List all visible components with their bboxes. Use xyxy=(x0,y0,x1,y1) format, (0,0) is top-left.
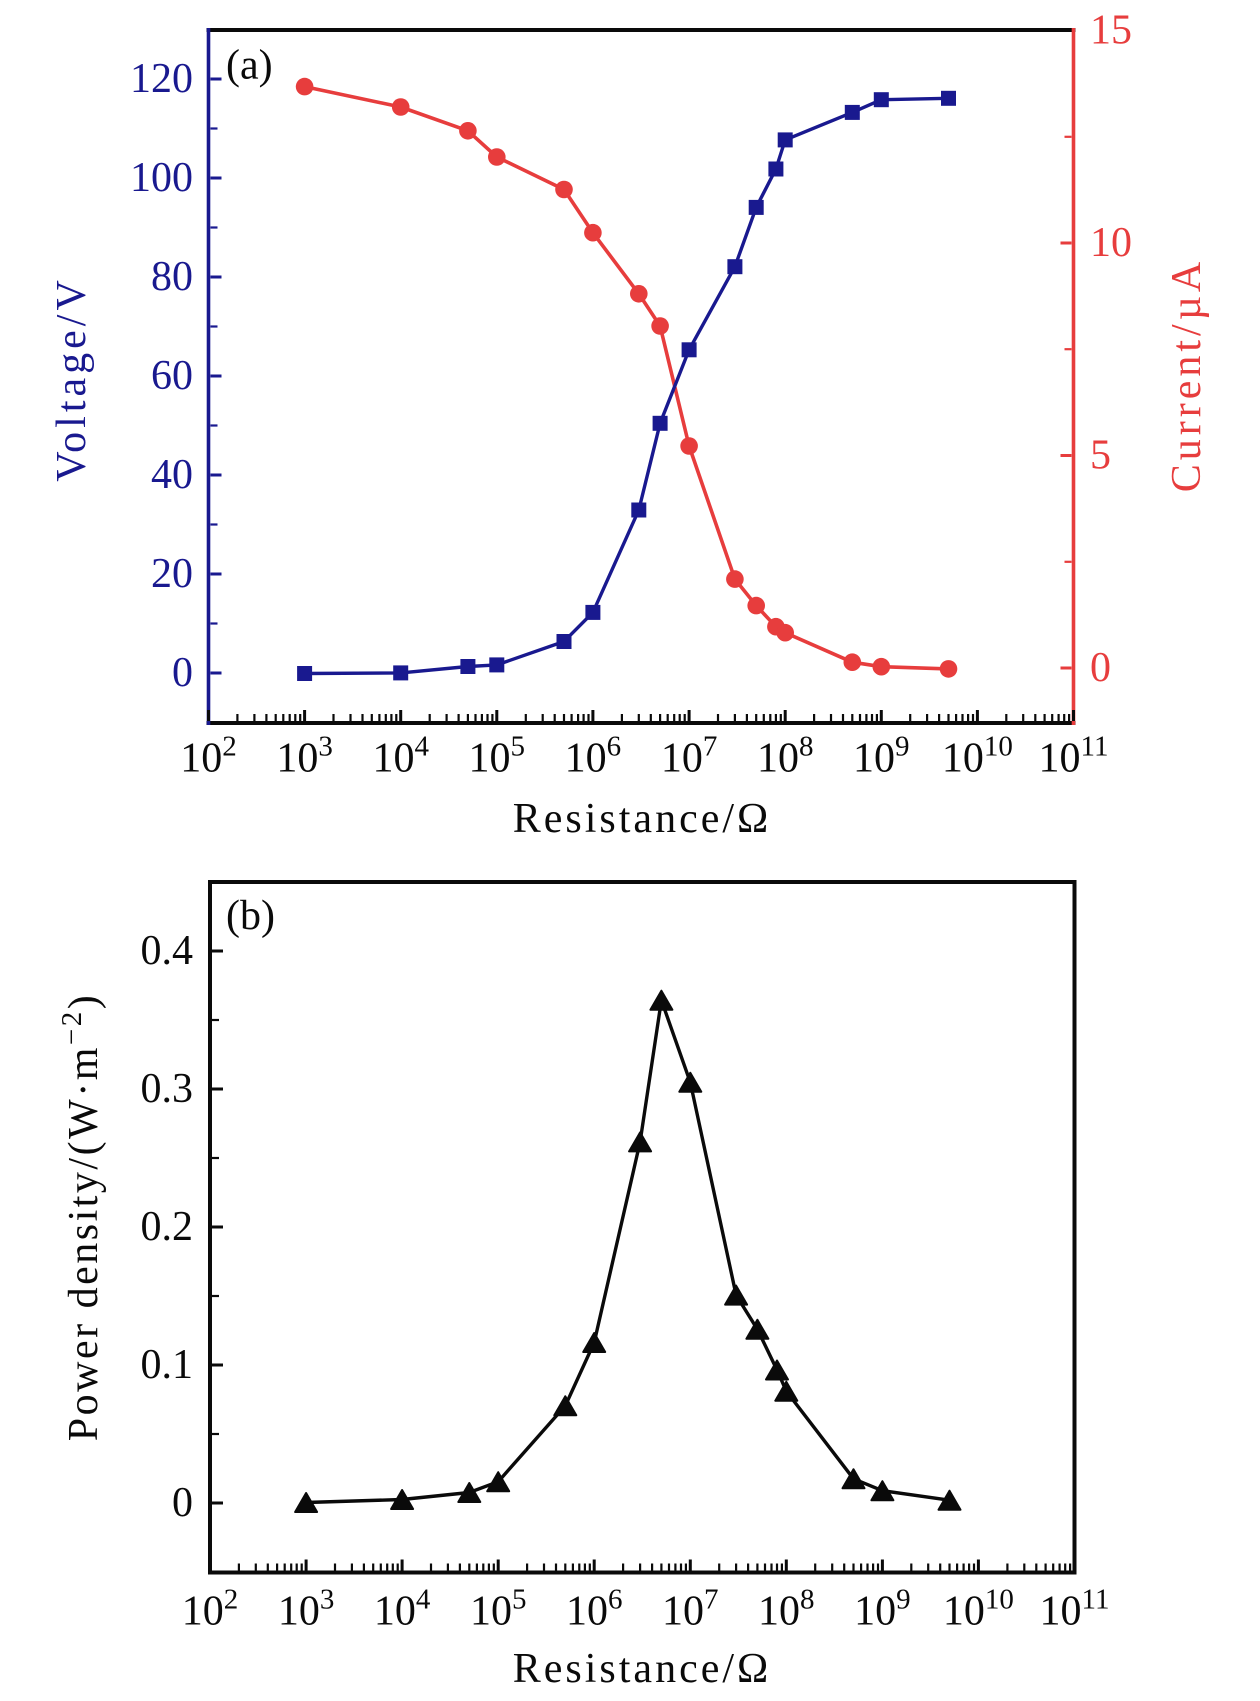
svg-text:Resistance/Ω: Resistance/Ω xyxy=(513,1646,772,1692)
svg-text:0.1: 0.1 xyxy=(141,1342,194,1388)
svg-text:80: 80 xyxy=(151,254,193,300)
svg-text:120: 120 xyxy=(130,56,193,102)
svg-text:10: 10 xyxy=(1090,220,1132,266)
svg-text:20: 20 xyxy=(151,551,193,597)
svg-text:60: 60 xyxy=(151,353,193,399)
svg-text:Resistance/Ω: Resistance/Ω xyxy=(513,796,772,842)
svg-text:Current/µA: Current/µA xyxy=(1164,258,1210,493)
svg-text:Power density/(W·m−2): Power density/(W·m−2) xyxy=(56,993,107,1441)
svg-text:(a): (a) xyxy=(226,43,273,89)
svg-text:40: 40 xyxy=(151,452,193,498)
svg-text:107: 107 xyxy=(661,731,718,782)
svg-text:102: 102 xyxy=(182,1584,239,1635)
svg-text:0: 0 xyxy=(172,1480,193,1526)
svg-text:(b): (b) xyxy=(226,893,275,939)
svg-text:0.2: 0.2 xyxy=(141,1204,194,1250)
svg-text:0: 0 xyxy=(1090,645,1111,691)
svg-text:0.4: 0.4 xyxy=(141,928,194,974)
svg-text:Voltage/V: Voltage/V xyxy=(49,276,95,482)
svg-text:100: 100 xyxy=(130,155,193,201)
svg-text:15: 15 xyxy=(1090,8,1132,54)
svg-text:0: 0 xyxy=(172,650,193,696)
svg-text:0.3: 0.3 xyxy=(141,1066,194,1112)
svg-text:5: 5 xyxy=(1090,433,1111,479)
svg-text:105: 105 xyxy=(469,731,526,782)
